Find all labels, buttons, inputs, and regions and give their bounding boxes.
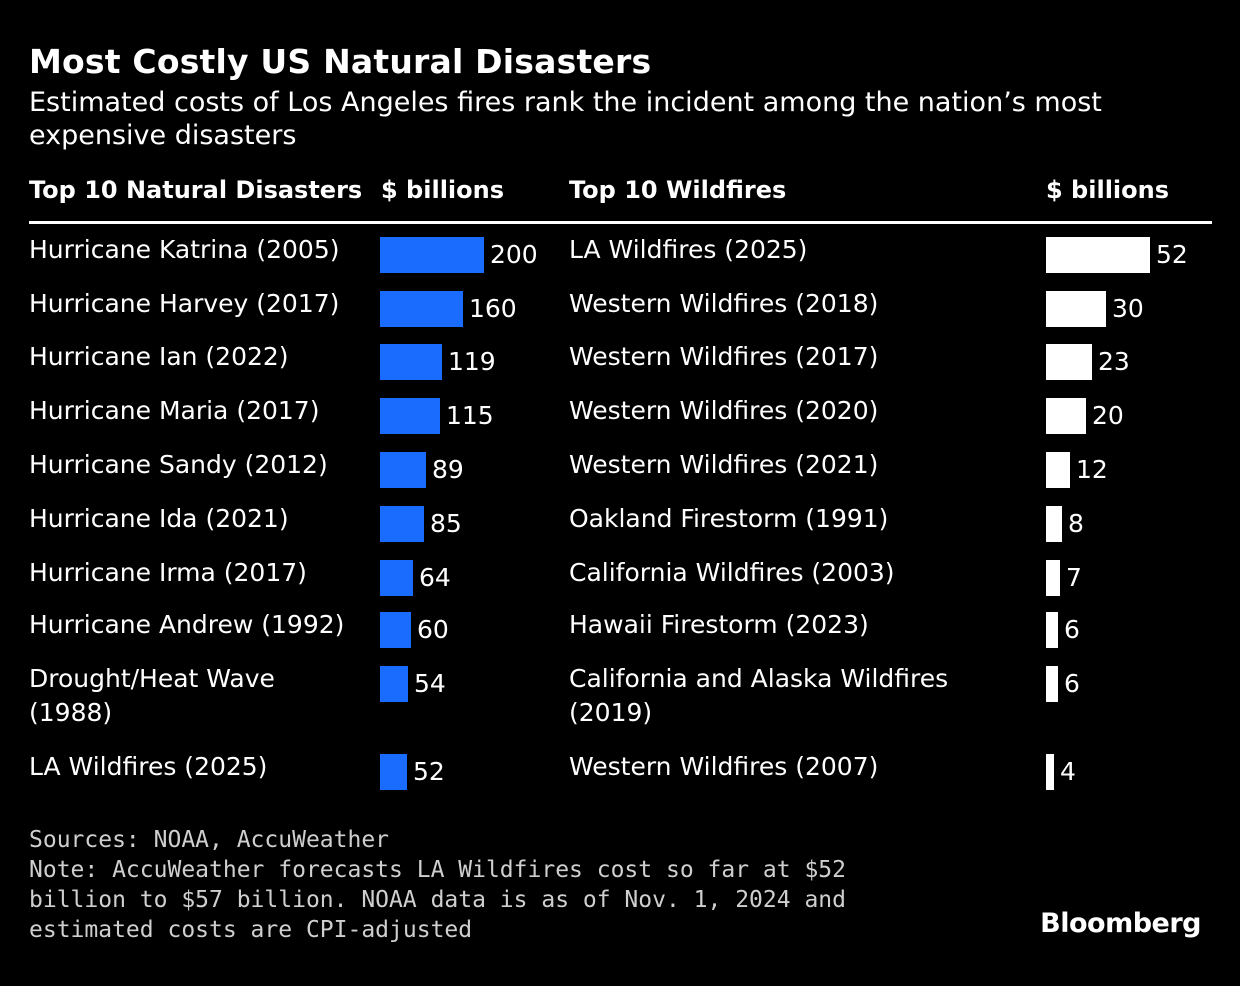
disaster-value-label: 200 (490, 240, 538, 269)
disaster-bar (380, 666, 408, 702)
disaster-value-label: 160 (469, 294, 517, 323)
disaster-label: Hurricane Irma (2017) (29, 558, 307, 587)
wildfire-value-label: 6 (1064, 669, 1080, 698)
disaster-bar (380, 560, 413, 596)
disaster-label: LA Wildfires (2025) (29, 752, 268, 781)
disaster-bar (380, 612, 411, 648)
disaster-label: Hurricane Katrina (2005) (29, 235, 340, 264)
wildfire-label: Hawaii Firestorm (2023) (569, 610, 869, 639)
wildfire-label: LA Wildfires (2025) (569, 235, 808, 264)
methodology-note: Note: AccuWeather forecasts LA Wildfires… (29, 857, 860, 943)
disaster-bar (380, 398, 440, 434)
bloomberg-logo: Bloomberg (1040, 908, 1201, 939)
disaster-bar (380, 754, 407, 790)
disaster-label: Hurricane Harvey (2017) (29, 289, 340, 318)
wildfire-value-label: 52 (1156, 240, 1188, 269)
disaster-value-label: 52 (413, 757, 445, 786)
disaster-value-label: 85 (430, 509, 462, 538)
chart-subtitle: Estimated costs of Los Angeles fires ran… (29, 87, 1102, 151)
disaster-label: Hurricane Maria (2017) (29, 396, 320, 425)
wildfire-label: Western Wildfires (2021) (569, 450, 879, 479)
wildfire-value-label: 30 (1112, 294, 1144, 323)
disaster-label: Hurricane Ian (2022) (29, 342, 289, 371)
footnote: Sources: NOAA, AccuWeather Note: AccuWea… (29, 825, 929, 945)
wildfire-label: Western Wildfires (2007) (569, 752, 879, 781)
wildfire-bar (1046, 237, 1150, 273)
chart-title: Most Costly US Natural Disasters (29, 42, 652, 81)
disaster-label: Hurricane Ida (2021) (29, 504, 289, 533)
wildfire-value-label: 6 (1064, 615, 1080, 644)
wildfire-label: Western Wildfires (2017) (569, 342, 879, 371)
disaster-value-label: 64 (419, 563, 451, 592)
wildfire-bar (1046, 398, 1086, 434)
disaster-label: Hurricane Andrew (1992) (29, 610, 345, 639)
disaster-label: Hurricane Sandy (2012) (29, 450, 328, 479)
wildfire-label: California Wildfires (2003) (569, 558, 895, 587)
disaster-bar (380, 344, 442, 380)
wildfire-value-label: 8 (1068, 509, 1084, 538)
disaster-value-label: 54 (414, 669, 446, 698)
wildfire-value-label: 12 (1076, 455, 1108, 484)
wildfire-bar (1046, 666, 1058, 702)
wildfire-bar (1046, 506, 1062, 542)
disaster-value-label: 60 (417, 615, 449, 644)
disaster-bar (380, 291, 463, 327)
disaster-bar (380, 452, 426, 488)
wildfire-bar (1046, 560, 1060, 596)
wildfire-value-label: 7 (1066, 563, 1082, 592)
wildfire-value-label: 20 (1092, 401, 1124, 430)
wildfire-bar (1046, 612, 1058, 648)
disaster-bar (380, 237, 484, 273)
disasters-value-header: $ billions (381, 176, 504, 204)
wildfire-label: Western Wildfires (2020) (569, 396, 879, 425)
disasters-label-header: Top 10 Natural Disasters (29, 176, 363, 204)
wildfire-label: California and Alaska Wildfires (2019) (569, 664, 949, 727)
wildfire-value-label: 4 (1060, 757, 1076, 786)
disaster-value-label: 119 (448, 347, 496, 376)
wildfire-bar (1046, 754, 1054, 790)
wildfire-bar (1046, 452, 1070, 488)
wildfires-value-header: $ billions (1046, 176, 1169, 204)
disaster-label: Drought/Heat Wave (1988) (29, 664, 275, 727)
wildfire-bar (1046, 291, 1106, 327)
disaster-bar (380, 506, 424, 542)
wildfire-bar (1046, 344, 1092, 380)
sources-note: Sources: NOAA, AccuWeather (29, 827, 390, 853)
header-divider (29, 221, 1212, 224)
wildfire-label: Western Wildfires (2018) (569, 289, 879, 318)
disaster-value-label: 115 (446, 401, 494, 430)
wildfire-value-label: 23 (1098, 347, 1130, 376)
disaster-value-label: 89 (432, 455, 464, 484)
wildfires-label-header: Top 10 Wildfires (569, 176, 787, 204)
wildfire-label: Oakland Firestorm (1991) (569, 504, 889, 533)
